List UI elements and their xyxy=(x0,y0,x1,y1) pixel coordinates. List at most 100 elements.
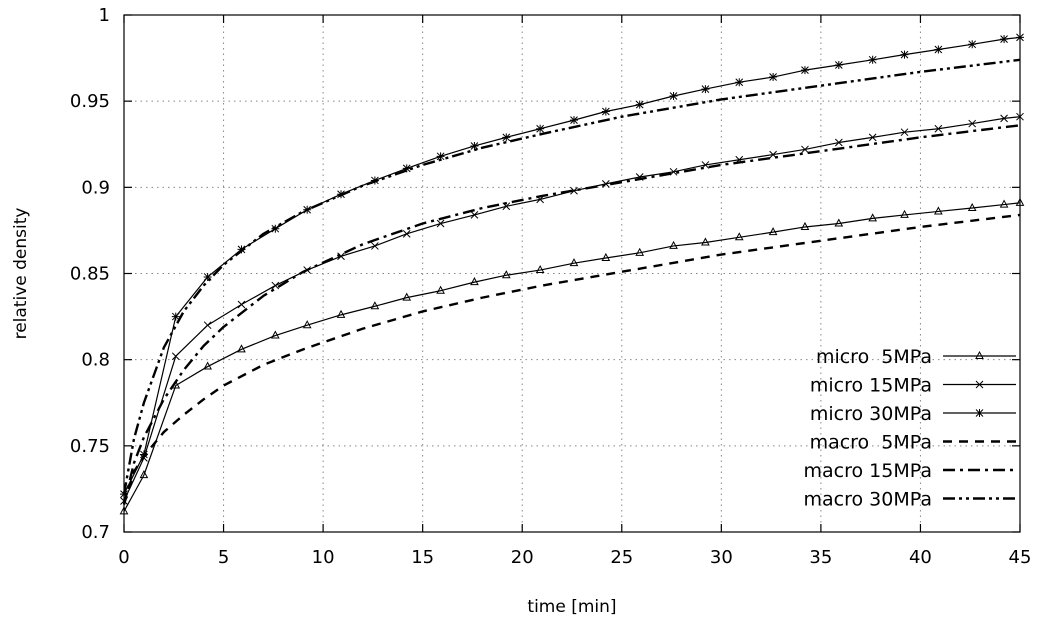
cross-marker xyxy=(900,128,909,137)
cross-marker xyxy=(934,124,943,133)
triangle-marker xyxy=(501,270,511,279)
cross-marker xyxy=(237,300,246,309)
legend-label: micro 15MPa xyxy=(810,375,932,397)
series-4 xyxy=(122,213,1021,505)
triangle-marker xyxy=(601,252,611,261)
cross-marker xyxy=(203,321,212,330)
axis-ticks: 0 5 10 15 20 25 30 35 40 45 0.7 0.75 0.8 0.85 0.9 0.95 1 xyxy=(70,5,1032,568)
triangle-marker xyxy=(834,218,844,227)
star-marker xyxy=(769,73,778,82)
y-tick-label: 0.75 xyxy=(70,436,110,457)
triangle-marker xyxy=(402,292,412,301)
series-6 xyxy=(122,58,1021,495)
star-marker xyxy=(436,152,445,161)
star-marker xyxy=(635,100,644,109)
y-tick-label: 0.95 xyxy=(70,91,110,112)
star-marker xyxy=(968,40,977,49)
legend-label: micro 5MPa xyxy=(816,346,932,368)
cross-marker xyxy=(371,242,379,250)
series-group xyxy=(119,33,1025,515)
star-marker xyxy=(171,312,180,321)
triangle-marker xyxy=(734,232,744,241)
cross-marker xyxy=(1000,114,1008,123)
series-5 xyxy=(122,124,1021,505)
triangle-marker xyxy=(336,309,346,318)
x-tick-label: 5 xyxy=(218,547,229,568)
legend: micro 5MPa micro 15MPa micro 30MPa macro 5M… xyxy=(804,346,1016,511)
star-marker xyxy=(402,164,411,173)
x-tick-label: 20 xyxy=(511,547,534,568)
x-tick-label: 15 xyxy=(411,547,434,568)
triangle-marker xyxy=(967,202,977,212)
triangle-marker xyxy=(302,320,312,329)
cross-marker xyxy=(968,119,977,128)
x-tick-label: 40 xyxy=(909,547,932,568)
series-line xyxy=(122,58,1021,495)
triangle-marker xyxy=(535,264,545,274)
cross-marker xyxy=(868,133,877,142)
cross-marker xyxy=(570,186,578,195)
y-tick-label: 0.9 xyxy=(81,177,110,198)
triangle-marker xyxy=(669,240,678,249)
cross-marker xyxy=(975,380,984,389)
plot-frame xyxy=(123,14,1021,533)
star-marker xyxy=(900,50,909,59)
star-marker xyxy=(569,116,578,125)
star-marker xyxy=(203,272,212,281)
star-marker xyxy=(868,55,877,64)
triangle-marker xyxy=(800,221,810,230)
star-marker xyxy=(470,141,479,150)
star-marker xyxy=(800,66,809,75)
x-axis-label: time [min] xyxy=(527,597,616,617)
star-marker xyxy=(1000,35,1009,44)
cross-marker xyxy=(436,219,445,228)
star-marker xyxy=(237,245,246,254)
y-tick-label: 0.8 xyxy=(81,350,110,371)
triangle-marker xyxy=(768,227,778,236)
triangle-marker xyxy=(569,258,579,267)
y-tick-label: 0.85 xyxy=(70,264,110,285)
x-tick-label: 25 xyxy=(610,547,633,568)
series-line xyxy=(123,202,1021,512)
star-marker xyxy=(735,78,744,87)
legend-label: macro 30MPa xyxy=(804,489,932,511)
triangle-marker xyxy=(934,206,943,215)
cross-marker xyxy=(834,138,843,147)
x-tick-label: 30 xyxy=(710,547,733,568)
star-marker xyxy=(271,224,280,233)
triangle-marker xyxy=(270,330,280,339)
x-tick-label: 45 xyxy=(1009,547,1032,568)
y-tick-label: 0.7 xyxy=(81,522,110,543)
star-marker xyxy=(701,85,710,94)
y-axis-label: relative density xyxy=(11,208,31,340)
cross-marker xyxy=(171,352,180,361)
cross-marker xyxy=(271,281,280,290)
triangle-marker xyxy=(237,344,246,353)
triangle-marker xyxy=(900,209,909,218)
series-line xyxy=(122,124,1021,505)
triangle-marker xyxy=(203,361,212,370)
triangle-marker xyxy=(370,301,380,310)
triangle-marker xyxy=(868,213,877,222)
series-1 xyxy=(119,197,1025,515)
x-tick-label: 35 xyxy=(809,547,832,568)
star-marker xyxy=(669,91,678,100)
triangle-marker xyxy=(975,350,984,359)
series-line xyxy=(122,213,1021,505)
y-tick-label: 1 xyxy=(99,5,110,26)
cross-marker xyxy=(470,211,479,219)
legend-label: micro 30MPa xyxy=(810,403,932,425)
star-marker xyxy=(834,60,843,69)
cross-marker xyxy=(502,202,511,211)
x-tick-label: 10 xyxy=(312,547,335,568)
star-marker xyxy=(502,133,511,142)
star-marker xyxy=(975,409,984,417)
triangle-marker xyxy=(470,277,479,286)
triangle-marker xyxy=(139,470,149,479)
cross-marker xyxy=(337,252,345,261)
grid-lines xyxy=(124,15,1020,532)
x-tick-label: 0 xyxy=(118,547,129,568)
triangle-marker xyxy=(635,247,645,256)
cross-marker xyxy=(402,230,411,238)
